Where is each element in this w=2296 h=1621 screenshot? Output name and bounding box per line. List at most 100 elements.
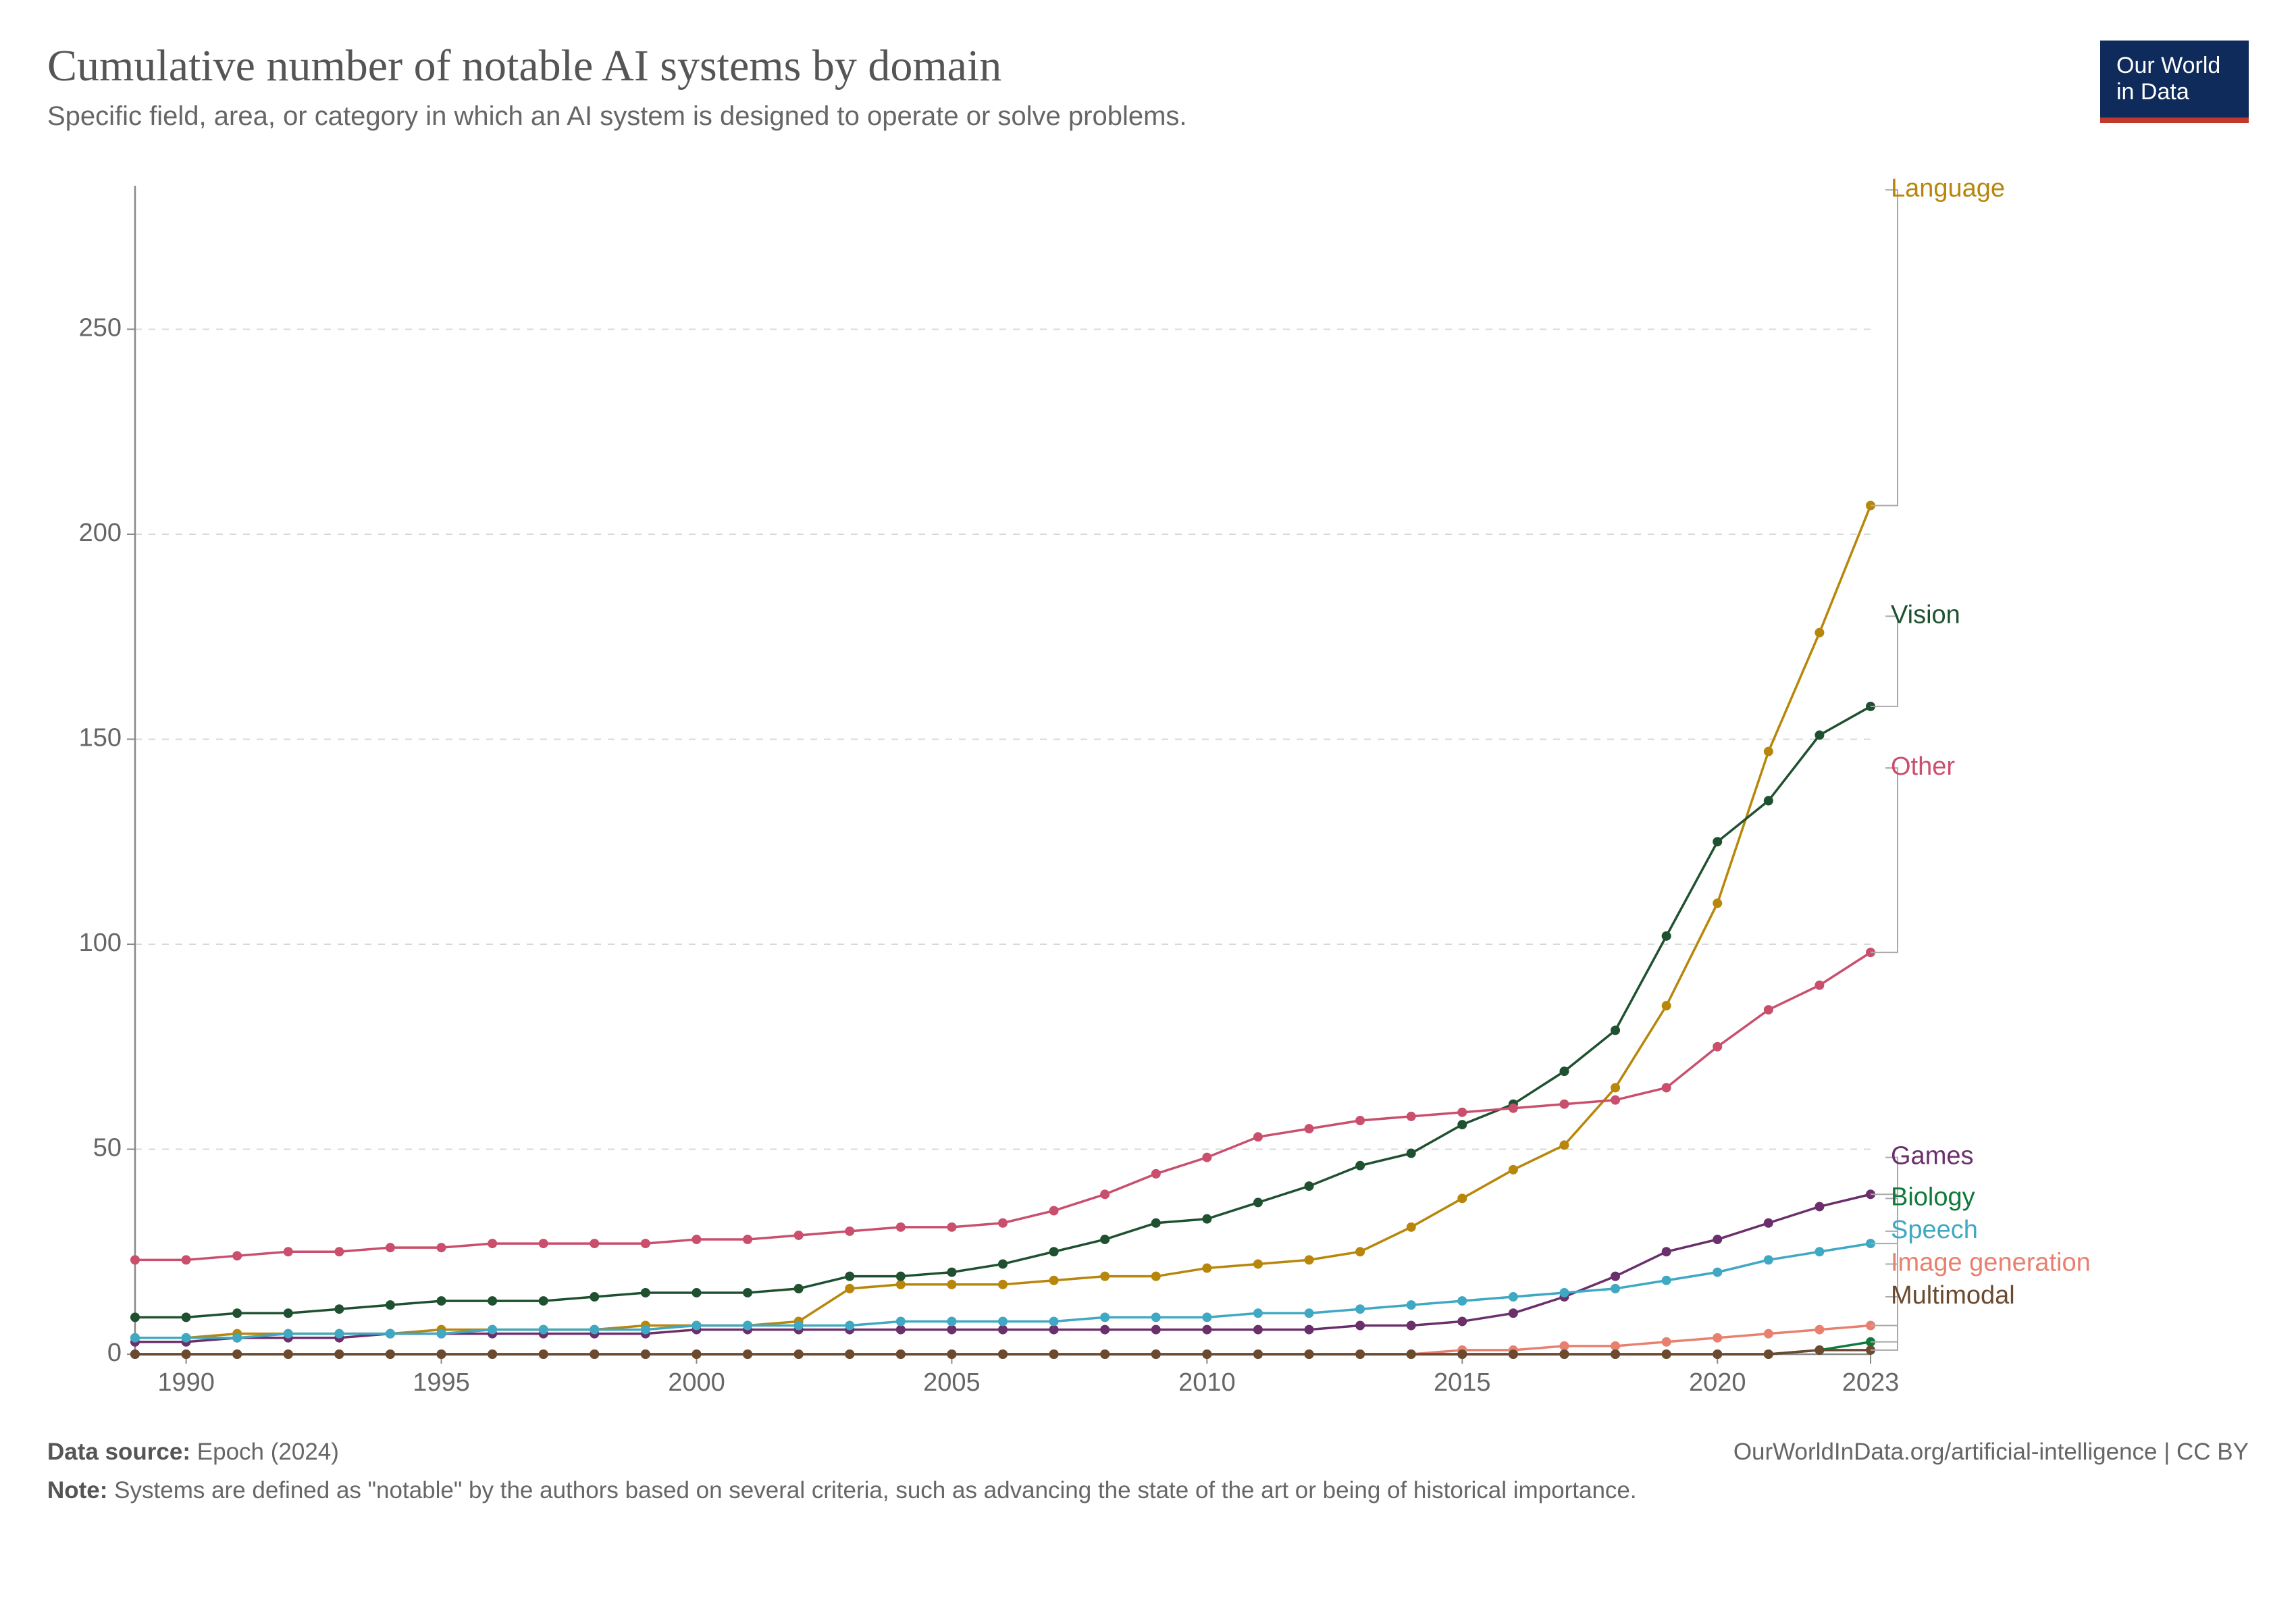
series-point bbox=[947, 1317, 956, 1325]
series-point bbox=[1765, 797, 1773, 805]
series-point bbox=[999, 1317, 1007, 1325]
series-point bbox=[1713, 1334, 1721, 1342]
series-point bbox=[335, 1305, 343, 1313]
label-leader bbox=[1871, 616, 1898, 706]
series-point bbox=[1356, 1350, 1364, 1358]
series-point bbox=[488, 1297, 496, 1305]
chart-svg: 0501001502002501990199520002005201020152… bbox=[47, 165, 2249, 1435]
series-point bbox=[999, 1350, 1007, 1358]
series-point bbox=[1101, 1350, 1109, 1358]
y-tick-label: 150 bbox=[79, 724, 122, 752]
series-point bbox=[1050, 1326, 1058, 1334]
series-point bbox=[386, 1330, 394, 1338]
series-point bbox=[1254, 1309, 1262, 1317]
series-point bbox=[1663, 1002, 1671, 1010]
series-point bbox=[1203, 1215, 1211, 1223]
series-label-biology: Biology bbox=[1891, 1183, 1975, 1211]
series-point bbox=[233, 1350, 241, 1358]
series-point bbox=[1815, 629, 1823, 637]
label-leader bbox=[1871, 190, 1898, 505]
series-point bbox=[1356, 1247, 1364, 1256]
series-point bbox=[1152, 1350, 1160, 1358]
series-point bbox=[386, 1350, 394, 1358]
series-point bbox=[131, 1334, 139, 1342]
series-point bbox=[1356, 1305, 1364, 1313]
series-point bbox=[1663, 1277, 1671, 1285]
series-point bbox=[1509, 1309, 1517, 1317]
chart-area: 0501001502002501990199520002005201020152… bbox=[47, 165, 2249, 1435]
data-source: Data source: Epoch (2024) bbox=[47, 1435, 339, 1470]
series-point bbox=[1509, 1104, 1517, 1112]
series-point bbox=[642, 1289, 650, 1297]
series-point bbox=[335, 1247, 343, 1256]
series-point bbox=[897, 1350, 905, 1358]
series-point bbox=[642, 1239, 650, 1247]
series-point bbox=[1509, 1166, 1517, 1174]
series-point bbox=[1458, 1317, 1466, 1325]
series-point bbox=[947, 1223, 956, 1231]
series-point bbox=[1765, 1330, 1773, 1338]
series-point bbox=[1560, 1289, 1568, 1297]
series-point bbox=[1356, 1322, 1364, 1330]
series-point bbox=[488, 1350, 496, 1358]
series-point bbox=[1663, 932, 1671, 940]
x-tick-label: 2005 bbox=[923, 1368, 981, 1397]
series-label-games: Games bbox=[1891, 1142, 1973, 1170]
series-point bbox=[1713, 1235, 1721, 1243]
series-point bbox=[1458, 1194, 1466, 1202]
header: Cumulative number of notable AI systems … bbox=[47, 41, 2249, 132]
attribution: OurWorldInData.org/artificial-intelligen… bbox=[1733, 1435, 2249, 1470]
series-line-other bbox=[135, 952, 1871, 1260]
series-point bbox=[1152, 1272, 1160, 1281]
x-tick-label: 2000 bbox=[668, 1368, 725, 1397]
series-point bbox=[1663, 1247, 1671, 1256]
series-point bbox=[1560, 1350, 1568, 1358]
x-tick-label: 1995 bbox=[413, 1368, 470, 1397]
series-point bbox=[1815, 731, 1823, 739]
series-point bbox=[1611, 1285, 1619, 1293]
series-point bbox=[1050, 1317, 1058, 1325]
series-point bbox=[1765, 1006, 1773, 1014]
series-point bbox=[488, 1326, 496, 1334]
series-point bbox=[540, 1350, 548, 1358]
series-point bbox=[1101, 1190, 1109, 1198]
series-point bbox=[1254, 1198, 1262, 1206]
series-point bbox=[1152, 1219, 1160, 1227]
series-point bbox=[1509, 1350, 1517, 1358]
series-point bbox=[743, 1350, 752, 1358]
series-point bbox=[1611, 1083, 1619, 1091]
series-point bbox=[795, 1322, 803, 1330]
x-tick-label: 2023 bbox=[1842, 1368, 1900, 1397]
series-point bbox=[1305, 1309, 1313, 1317]
series-point bbox=[1509, 1293, 1517, 1301]
series-point bbox=[692, 1350, 700, 1358]
series-point bbox=[1815, 981, 1823, 989]
series-point bbox=[1713, 1268, 1721, 1277]
series-point bbox=[845, 1227, 854, 1235]
series-point bbox=[1101, 1272, 1109, 1281]
series-point bbox=[590, 1239, 598, 1247]
series-point bbox=[1407, 1150, 1415, 1158]
series-label-multimodal: Multimodal bbox=[1891, 1281, 2015, 1310]
series-label-speech: Speech bbox=[1891, 1216, 1978, 1244]
series-point bbox=[1765, 1219, 1773, 1227]
series-point bbox=[795, 1350, 803, 1358]
series-point bbox=[897, 1281, 905, 1289]
series-point bbox=[743, 1322, 752, 1330]
series-point bbox=[590, 1350, 598, 1358]
series-point bbox=[1407, 1112, 1415, 1121]
series-point bbox=[1203, 1313, 1211, 1321]
series-point bbox=[897, 1326, 905, 1334]
series-point bbox=[1815, 1247, 1823, 1256]
series-point bbox=[897, 1272, 905, 1281]
series-point bbox=[1152, 1170, 1160, 1178]
series-point bbox=[1611, 1272, 1619, 1281]
series-point bbox=[1050, 1277, 1058, 1285]
series-point bbox=[743, 1289, 752, 1297]
data-source-value: Epoch (2024) bbox=[197, 1439, 339, 1465]
y-tick-label: 50 bbox=[93, 1134, 122, 1162]
logo-line2: in Data bbox=[2116, 79, 2189, 105]
series-label-other: Other bbox=[1891, 752, 1955, 781]
x-tick-label: 2020 bbox=[1689, 1368, 1746, 1397]
series-point bbox=[1305, 1326, 1313, 1334]
